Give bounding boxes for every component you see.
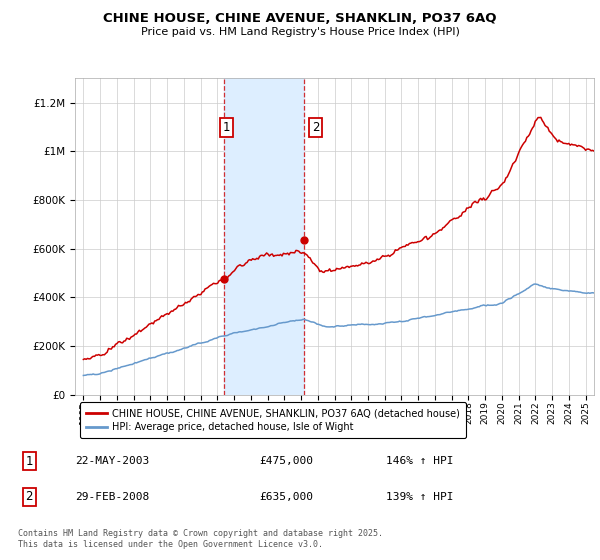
Text: 1: 1 bbox=[26, 455, 33, 468]
Text: 139% ↑ HPI: 139% ↑ HPI bbox=[386, 492, 454, 502]
Text: 2: 2 bbox=[26, 491, 33, 503]
Text: 1: 1 bbox=[223, 120, 230, 134]
Text: Price paid vs. HM Land Registry's House Price Index (HPI): Price paid vs. HM Land Registry's House … bbox=[140, 27, 460, 37]
Text: 146% ↑ HPI: 146% ↑ HPI bbox=[386, 456, 454, 466]
Text: Contains HM Land Registry data © Crown copyright and database right 2025.
This d: Contains HM Land Registry data © Crown c… bbox=[18, 529, 383, 549]
Text: 22-MAY-2003: 22-MAY-2003 bbox=[76, 456, 149, 466]
Text: £475,000: £475,000 bbox=[260, 456, 314, 466]
Text: 2: 2 bbox=[311, 120, 319, 134]
Legend: CHINE HOUSE, CHINE AVENUE, SHANKLIN, PO37 6AQ (detached house), HPI: Average pri: CHINE HOUSE, CHINE AVENUE, SHANKLIN, PO3… bbox=[80, 403, 466, 438]
Bar bbox=[224, 78, 304, 395]
Text: CHINE HOUSE, CHINE AVENUE, SHANKLIN, PO37 6AQ: CHINE HOUSE, CHINE AVENUE, SHANKLIN, PO3… bbox=[103, 12, 497, 25]
Text: £635,000: £635,000 bbox=[260, 492, 314, 502]
Text: 29-FEB-2008: 29-FEB-2008 bbox=[76, 492, 149, 502]
